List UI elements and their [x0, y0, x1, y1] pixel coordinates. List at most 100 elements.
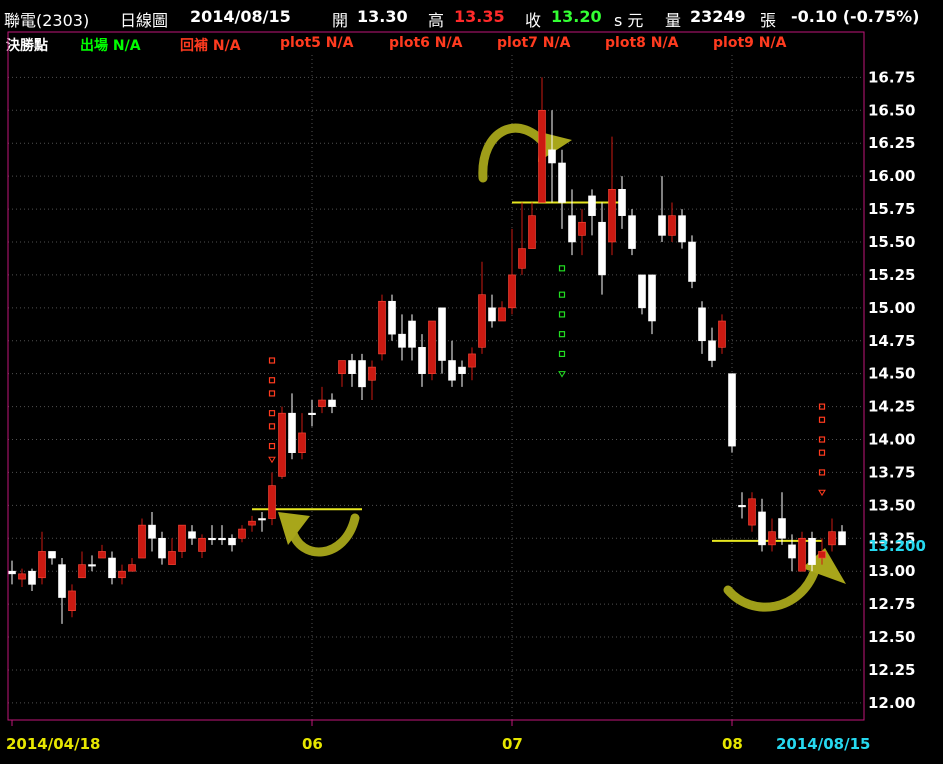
candle-body — [348, 360, 356, 374]
candle-body — [498, 307, 506, 322]
change-value: -0.10 (-0.75%) — [791, 7, 920, 26]
x-tick-label: 06 — [302, 735, 323, 753]
candle-body — [738, 505, 746, 508]
candle-body — [528, 215, 536, 249]
quote-header: 聯電(2303) 日線圖 2014/08/15 開 13.30 高 13.35 … — [0, 0, 943, 34]
curved-arrow — [723, 565, 820, 612]
dot-markers — [268, 265, 826, 497]
y-tick-label: 15.25 — [868, 266, 915, 284]
marker-dot — [818, 436, 826, 443]
candle-body — [278, 412, 286, 477]
x-tick-label: 08 — [722, 735, 743, 753]
marker-dot — [268, 377, 276, 384]
candle-body — [128, 564, 136, 572]
candle-body — [428, 320, 436, 374]
candle-body — [608, 189, 616, 243]
candle-body — [118, 570, 126, 579]
candle-body — [178, 524, 186, 552]
indicator-title: 決勝點 — [6, 38, 48, 54]
indicator-plot8: plot8 N/A — [605, 35, 679, 51]
candle-body — [38, 551, 46, 579]
candle-body — [748, 498, 756, 526]
candle-body — [728, 373, 736, 447]
candle-body — [188, 531, 196, 539]
indicator-plot7: plot7 N/A — [497, 35, 571, 51]
candle-body — [218, 537, 226, 541]
y-tick-label: 13.00 — [868, 562, 915, 580]
stock-name: 聯電(2303) — [4, 11, 90, 30]
chart-frame — [7, 31, 865, 721]
marker-dot — [558, 311, 566, 318]
candle-body — [548, 149, 556, 164]
last-price-label: 13.200 — [868, 537, 926, 555]
marker-dot — [268, 410, 276, 417]
candle-body — [638, 274, 646, 309]
arrow-head — [278, 512, 310, 545]
candle-body — [458, 366, 466, 374]
chart-grid — [8, 55, 864, 720]
candle-body — [508, 274, 516, 309]
y-tick-label: 15.50 — [868, 233, 915, 251]
candle-body — [828, 531, 836, 546]
candle-body — [88, 564, 96, 567]
marker-dot — [818, 416, 826, 423]
period-label: 日線圖 — [120, 11, 169, 30]
candle-body — [228, 537, 236, 546]
y-tick-label: 13.25 — [868, 529, 915, 547]
y-tick-label: 12.50 — [868, 628, 915, 646]
marker-dot — [268, 390, 276, 397]
candle-body — [288, 412, 296, 453]
candle-body — [238, 528, 246, 539]
candle-body — [338, 360, 346, 374]
y-tick-label: 14.50 — [868, 365, 915, 383]
candle-body — [478, 294, 486, 348]
marker-triangle — [818, 489, 826, 497]
marker-dot — [268, 423, 276, 430]
candle-body — [568, 215, 576, 243]
indicator-plot5: plot5 N/A — [280, 35, 354, 51]
arrow-head — [538, 132, 572, 162]
candle-body — [208, 537, 216, 541]
y-tick-label: 15.00 — [868, 299, 915, 317]
candle-body — [318, 399, 326, 407]
indicator-plot6: plot6 N/A — [389, 35, 463, 51]
marker-dot — [268, 357, 276, 364]
candle-body — [8, 570, 16, 575]
indicator-plot9: plot9 N/A — [713, 35, 787, 51]
candle-body — [328, 399, 336, 407]
candle-body — [598, 221, 606, 276]
x-end-label: 2014/08/15 — [776, 735, 870, 753]
marker-dot — [558, 331, 566, 338]
candle-body — [488, 307, 496, 322]
candle-body — [418, 347, 426, 374]
candle-body — [588, 195, 596, 216]
y-tick-label: 12.75 — [868, 595, 915, 613]
y-tick-label: 16.50 — [868, 101, 915, 119]
candle-body — [308, 412, 316, 415]
candle-body — [518, 248, 526, 269]
candle-body — [558, 162, 566, 203]
candle-body — [138, 524, 146, 559]
candle-body — [378, 300, 386, 355]
candle-body — [838, 531, 846, 546]
curved-arrow — [287, 513, 360, 557]
unit-label: s 元 — [614, 11, 644, 30]
high-label: 高 — [428, 11, 445, 30]
candle-body — [678, 215, 686, 243]
candle-body — [798, 537, 806, 572]
marker-dot — [558, 350, 566, 358]
y-tick-label: 16.25 — [868, 134, 915, 152]
marker-dot — [818, 449, 826, 456]
candle-body — [388, 300, 396, 335]
candle-body — [408, 320, 416, 348]
candle-body — [578, 221, 586, 236]
y-tick-label: 16.00 — [868, 167, 915, 185]
candle-body — [78, 564, 86, 579]
marker-dot — [818, 403, 826, 410]
close-value: 13.20 — [551, 7, 602, 26]
y-tick-label: 13.75 — [868, 463, 915, 481]
candle-body — [658, 215, 666, 236]
candle-body — [618, 189, 626, 216]
y-tick-label: 16.75 — [868, 68, 915, 86]
quote-date: 2014/08/15 — [190, 7, 291, 26]
